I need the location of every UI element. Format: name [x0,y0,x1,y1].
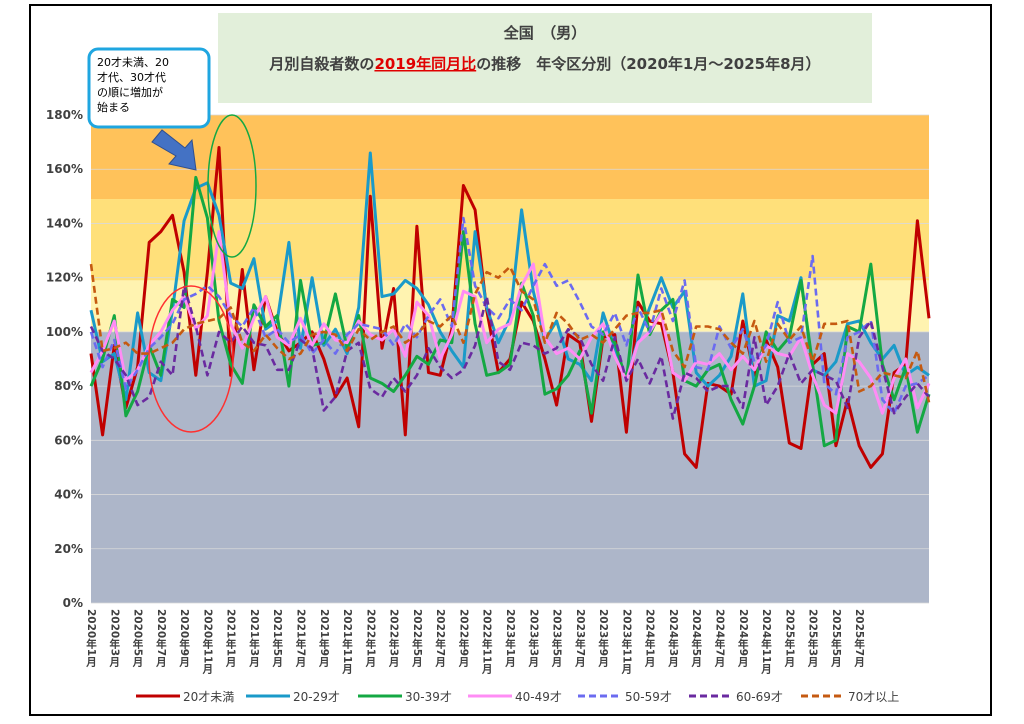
legend-label-2: 30-39才 [405,690,452,704]
x-tick-label-5: 2020年11月 [201,609,213,675]
series-line-2 [89,175,931,448]
x-tick-label-33: 2025年7月 [853,609,865,667]
x-tick-label-30: 2025年1月 [783,609,795,667]
line-chart: 全国 （男） 月別自殺者数の2019年同月比の推移 年令区分別（2020年1月～… [46,13,931,704]
title-box [218,13,872,103]
callout-box [87,47,211,129]
x-tick-label-26: 2024年5月 [690,609,702,667]
y-tick-label-5: 100% [46,325,83,339]
x-tick-label-16: 2022年9月 [457,609,469,667]
callout-line-3: の順に増加が [97,85,163,99]
x-tick-label-27: 2024年7月 [714,609,726,667]
x-tick-label-6: 2021年1月 [225,609,237,667]
x-tick-label-21: 2023年7月 [574,609,586,667]
x-tick-label-12: 2022年1月 [364,609,376,667]
series-line-6 [89,263,931,403]
y-tick-label-4: 80% [54,379,83,393]
title-suffix: の推移 年令区分別（2020年1月～2025年8月） [476,55,820,73]
x-tick-label-25: 2024年3月 [667,609,679,667]
x-tick-label-8: 2021年5月 [271,609,283,667]
x-tick-label-9: 2021年7月 [295,609,307,667]
x-tick-label-32: 2025年5月 [830,609,842,667]
x-tick-label-3: 2020年7月 [155,609,167,667]
series-line-4 [89,216,930,415]
callout-line-2: 才代、30才代 [97,70,166,84]
x-tick-label-29: 2024年11月 [760,609,772,675]
x-tick-label-4: 2020年9月 [178,609,190,667]
y-tick-label-8: 160% [46,162,83,176]
x-tick-label-1: 2020年3月 [108,609,120,667]
chart-frame: 全国 （男） 月別自殺者数の2019年同月比の推移 年令区分別（2020年1月～… [29,4,992,716]
x-tick-label-18: 2023年1月 [504,609,516,667]
legend-label-3: 40-49才 [515,690,562,704]
x-tick-label-19: 2023年3月 [527,609,539,667]
x-tick-label-11: 2021年11月 [341,609,353,675]
x-tick-label-10: 2021年9月 [318,609,330,667]
chart-title-line1: 全国 （男） [503,24,587,42]
highlight-ellipse-red [148,285,234,433]
band-2 [91,199,929,281]
x-tick-label-20: 2023年5月 [551,609,563,667]
series-line-1 [89,151,930,402]
x-tick-label-0: 2020年1月 [85,609,97,667]
x-tick-label-15: 2022年7月 [434,609,446,667]
callout-arrow [151,129,197,171]
x-tick-label-23: 2023年11月 [620,609,632,675]
x-tick-label-17: 2022年11月 [481,609,493,675]
callout-line-1: 20才未満、20 [97,55,169,69]
series-line-5 [89,284,930,420]
x-tick-label-31: 2025年3月 [807,609,819,667]
legend-label-4: 50-59才 [625,690,672,704]
x-tick-label-7: 2021年3月 [248,609,260,667]
y-tick-label-2: 40% [54,488,83,502]
title-prefix: 月別自殺者数の [268,55,374,73]
y-tick-label-3: 60% [54,433,83,447]
chart-title-line2: 月別自殺者数の2019年同月比の推移 年令区分別（2020年1月～2025年8月… [268,55,820,73]
x-tick-label-24: 2024年1月 [644,609,656,667]
x-tick-label-2: 2020年5月 [132,609,144,667]
callout-text: 20才未満、20 才代、30才代 の順に増加が 始まる [97,55,173,114]
x-tick-label-13: 2022年3月 [388,609,400,667]
x-tick-label-22: 2023年9月 [597,609,609,667]
y-tick-label-0: 0% [63,596,83,610]
y-tick-label-9: 180% [46,108,83,122]
legend-label-1: 20-29才 [293,690,340,704]
y-tick-label-1: 20% [54,542,83,556]
legend-label-6: 70才以上 [848,690,899,704]
x-tick-label-14: 2022年5月 [411,609,423,667]
x-tick-label-28: 2024年9月 [737,609,749,667]
band-0 [91,331,929,603]
y-tick-label-7: 140% [46,216,83,230]
band-3 [91,115,929,200]
legend-label-0: 20才未満 [183,690,234,704]
title-emphasis: 2019年同月比 [374,55,476,73]
callout-line-4: 始まる [97,100,130,114]
y-tick-label-6: 120% [46,271,83,285]
highlight-ellipse-green [207,114,257,258]
legend-label-5: 60-69才 [736,690,783,704]
